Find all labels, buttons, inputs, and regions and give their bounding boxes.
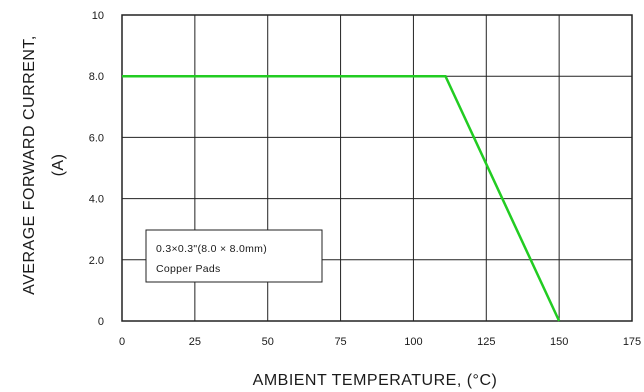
x-tick-label: 0 bbox=[119, 336, 125, 348]
series-line bbox=[122, 74, 561, 322]
x-tick-label: 175 bbox=[623, 336, 641, 348]
plot-border bbox=[121, 14, 633, 322]
y-tick-labels: 0 2.0 4.0 6.0 8.0 10 bbox=[89, 10, 104, 328]
x-tick-label: 125 bbox=[477, 336, 495, 348]
x-tick-label: 50 bbox=[262, 336, 274, 348]
y-tick-label: 4.0 bbox=[89, 194, 104, 206]
annotation-box: 0.3×0.3"(8.0 × 8.0mm) Copper Pads bbox=[145, 229, 323, 283]
x-tick-label: 75 bbox=[334, 336, 346, 348]
annotation-line-1: 0.3×0.3"(8.0 × 8.0mm) bbox=[156, 243, 267, 255]
y-tick-label: 6.0 bbox=[89, 132, 104, 144]
y-axis-title-line-1: AVERAGE FORWARD CURRENT, bbox=[21, 35, 38, 295]
x-tick-label: 25 bbox=[189, 336, 201, 348]
annotation-frame bbox=[145, 229, 323, 283]
y-tick-label: 2.0 bbox=[89, 255, 104, 267]
plot-frame bbox=[121, 14, 633, 322]
series-layer bbox=[122, 74, 561, 322]
y-tick-label: 0 bbox=[98, 316, 104, 328]
x-axis-title: AMBIENT TEMPERATURE, (°C) bbox=[253, 372, 498, 389]
y-tick-label: 10 bbox=[92, 10, 104, 22]
x-tick-label: 100 bbox=[404, 336, 422, 348]
y-axis-title-line-2: (A) bbox=[50, 154, 67, 177]
annotation-line-2: Copper Pads bbox=[156, 263, 221, 275]
x-tick-labels: 0 25 50 75 100 125 150 175 bbox=[119, 336, 641, 348]
x-tick-label: 150 bbox=[550, 336, 568, 348]
y-tick-label: 8.0 bbox=[89, 71, 104, 83]
